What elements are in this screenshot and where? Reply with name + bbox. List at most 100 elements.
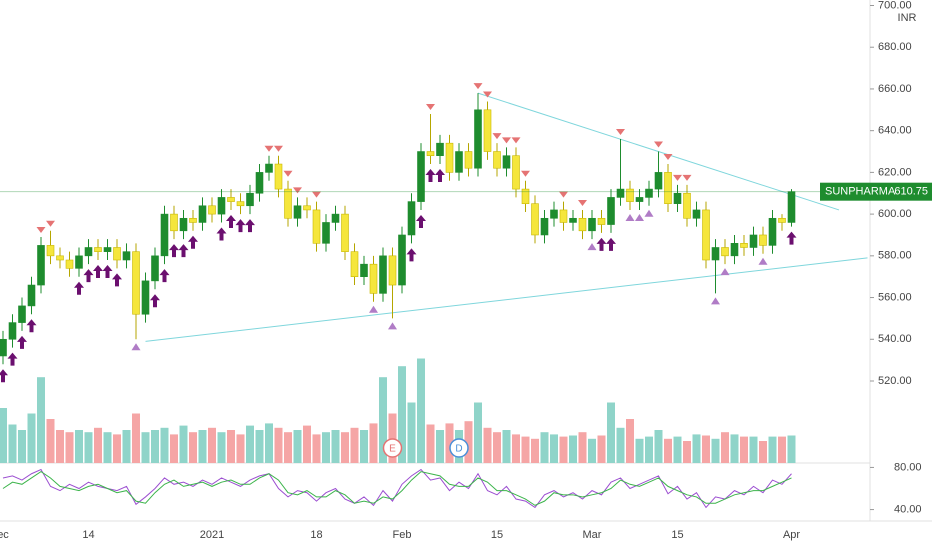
event-marker <box>382 438 403 458</box>
down-triangle <box>312 191 321 198</box>
candle-body <box>730 243 739 257</box>
down-triangle <box>426 103 435 110</box>
volume-bar <box>474 402 482 463</box>
volume-bar <box>132 413 140 463</box>
volume-bar <box>740 436 748 463</box>
candle-body <box>122 251 131 261</box>
volume-bar <box>122 430 131 463</box>
candle-body <box>94 247 102 252</box>
volume-bar <box>768 436 777 463</box>
up-triangle <box>635 213 644 221</box>
candle-body <box>654 172 663 190</box>
buy-arrow <box>178 244 189 258</box>
osc-tick-label: 40.00 <box>894 503 922 515</box>
volume-bar <box>664 438 672 463</box>
volume-bar <box>179 425 188 463</box>
volume-bar <box>322 432 330 463</box>
buy-arrow <box>150 294 160 308</box>
volume-bar <box>141 432 150 463</box>
candle-body <box>578 217 587 232</box>
candle-body <box>160 213 169 257</box>
candle-body <box>721 247 729 257</box>
volume-bar <box>635 438 644 463</box>
candle-body <box>179 217 188 232</box>
candle-body <box>303 205 311 211</box>
candle-body <box>132 251 140 315</box>
volume-bar <box>692 434 701 463</box>
buy-arrow <box>406 248 417 262</box>
candle-body <box>217 197 226 215</box>
candle-body <box>787 191 796 223</box>
candle-body <box>293 205 302 219</box>
candle-body <box>350 251 359 277</box>
candle-body <box>56 255 64 261</box>
buy-arrow <box>226 214 236 228</box>
candle-body <box>464 151 473 169</box>
y-tick-label: 520.00 <box>878 375 912 387</box>
x-tick-label: 14 <box>82 529 94 541</box>
volume-bar <box>588 438 596 463</box>
up-triangle <box>644 209 654 217</box>
volume-bar <box>683 441 691 463</box>
event-label: D <box>455 444 462 455</box>
last-price-label: 610.75 <box>894 186 928 198</box>
down-triangle <box>473 83 483 90</box>
candle-body <box>740 243 748 248</box>
candle-body <box>103 247 112 252</box>
candle-body <box>141 280 150 315</box>
volume-bar <box>654 430 663 463</box>
candle-body <box>331 213 340 223</box>
volume-bar <box>436 430 444 463</box>
down-triangle <box>559 191 568 198</box>
candle-body <box>388 255 397 286</box>
volume-bar <box>531 438 539 463</box>
candle-body <box>692 209 701 219</box>
volume-bar <box>236 434 245 463</box>
up-triangle <box>720 268 730 276</box>
candle-body <box>531 203 539 236</box>
volume-bar <box>170 434 178 463</box>
candle-body <box>626 188 634 202</box>
candle-body <box>512 155 520 190</box>
candle-body <box>645 188 653 198</box>
candle-body <box>597 217 606 225</box>
x-tick-label: Feb <box>393 529 412 541</box>
candle-body <box>540 217 549 236</box>
volume-bar <box>246 425 254 463</box>
down-triangle <box>264 145 274 152</box>
volume-bar <box>27 413 36 463</box>
volume-bar <box>0 408 7 463</box>
volume-bar <box>759 441 767 463</box>
volume-bar <box>787 435 796 463</box>
volume-bar <box>493 432 501 463</box>
volume-bar <box>673 436 682 463</box>
candle-body <box>711 247 720 261</box>
buy-arrow <box>17 335 27 349</box>
osc-tick-label: 80.00 <box>894 461 922 473</box>
candle-body <box>683 192 691 219</box>
volume-bar <box>151 430 159 463</box>
volume-bar <box>369 423 378 463</box>
volume-bar <box>360 430 368 463</box>
down-triangle <box>293 187 302 194</box>
candle-body <box>255 172 264 194</box>
event-marker <box>449 438 469 458</box>
down-triangle <box>616 129 625 136</box>
candle-body <box>445 142 454 173</box>
volume-bar <box>160 427 169 463</box>
volume-bar <box>540 432 549 463</box>
up-triangle <box>587 243 597 251</box>
volume-bar <box>550 434 558 463</box>
x-tick-label: Apr <box>783 529 800 541</box>
candle-body <box>569 217 577 223</box>
volume-bar <box>217 432 226 463</box>
candle-body <box>312 209 321 244</box>
buy-arrow <box>83 269 94 283</box>
event-label: E <box>389 444 396 455</box>
down-triangle <box>673 174 682 181</box>
y-tick-label: 700.00 <box>878 0 912 11</box>
x-tick-label: 18 <box>310 529 322 541</box>
y-tick-label: 640.00 <box>878 125 912 137</box>
volume-bar <box>398 366 406 463</box>
